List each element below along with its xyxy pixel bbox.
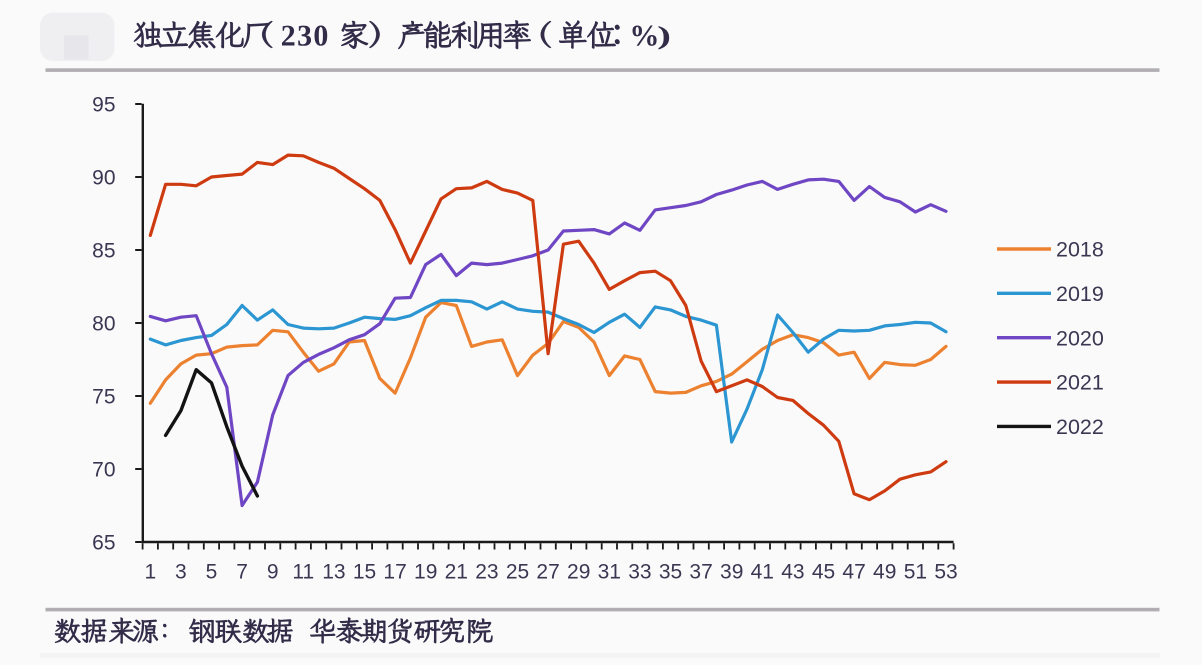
svg-text:3: 3 [175, 561, 187, 584]
svg-text:2019: 2019 [1056, 282, 1104, 306]
svg-text:53: 53 [934, 561, 957, 584]
svg-text:65: 65 [92, 531, 115, 554]
svg-text:29: 29 [567, 561, 590, 584]
svg-text:19: 19 [414, 561, 437, 584]
svg-text:27: 27 [536, 561, 559, 584]
svg-text:2022: 2022 [1056, 415, 1104, 439]
svg-text:5: 5 [206, 561, 218, 584]
svg-text:49: 49 [873, 561, 896, 584]
svg-text:70: 70 [92, 458, 115, 481]
svg-text:43: 43 [781, 561, 804, 584]
svg-text:21: 21 [445, 561, 468, 584]
svg-text:85: 85 [92, 239, 115, 262]
svg-text:35: 35 [659, 561, 682, 584]
svg-text:37: 37 [689, 561, 712, 584]
svg-text:51: 51 [904, 561, 927, 584]
svg-text:7: 7 [236, 561, 248, 584]
svg-text:90: 90 [92, 166, 115, 189]
svg-text:13: 13 [322, 561, 345, 584]
svg-text:23: 23 [475, 561, 498, 584]
svg-text:2018: 2018 [1056, 238, 1104, 262]
svg-text:31: 31 [598, 561, 621, 584]
svg-text:17: 17 [383, 561, 406, 584]
svg-text:9: 9 [267, 561, 279, 584]
svg-text:80: 80 [92, 312, 115, 335]
svg-text:45: 45 [812, 561, 835, 584]
svg-text:2021: 2021 [1056, 371, 1104, 395]
svg-text:1: 1 [144, 561, 156, 584]
svg-text:11: 11 [292, 561, 314, 584]
svg-text:2020: 2020 [1056, 326, 1104, 350]
svg-text:39: 39 [720, 561, 743, 584]
svg-text:75: 75 [92, 385, 115, 408]
svg-text:15: 15 [353, 561, 376, 584]
svg-text:25: 25 [506, 561, 529, 584]
svg-text:95: 95 [92, 93, 115, 116]
svg-text:47: 47 [842, 561, 865, 584]
svg-text:33: 33 [628, 561, 651, 584]
svg-text:41: 41 [751, 561, 774, 584]
